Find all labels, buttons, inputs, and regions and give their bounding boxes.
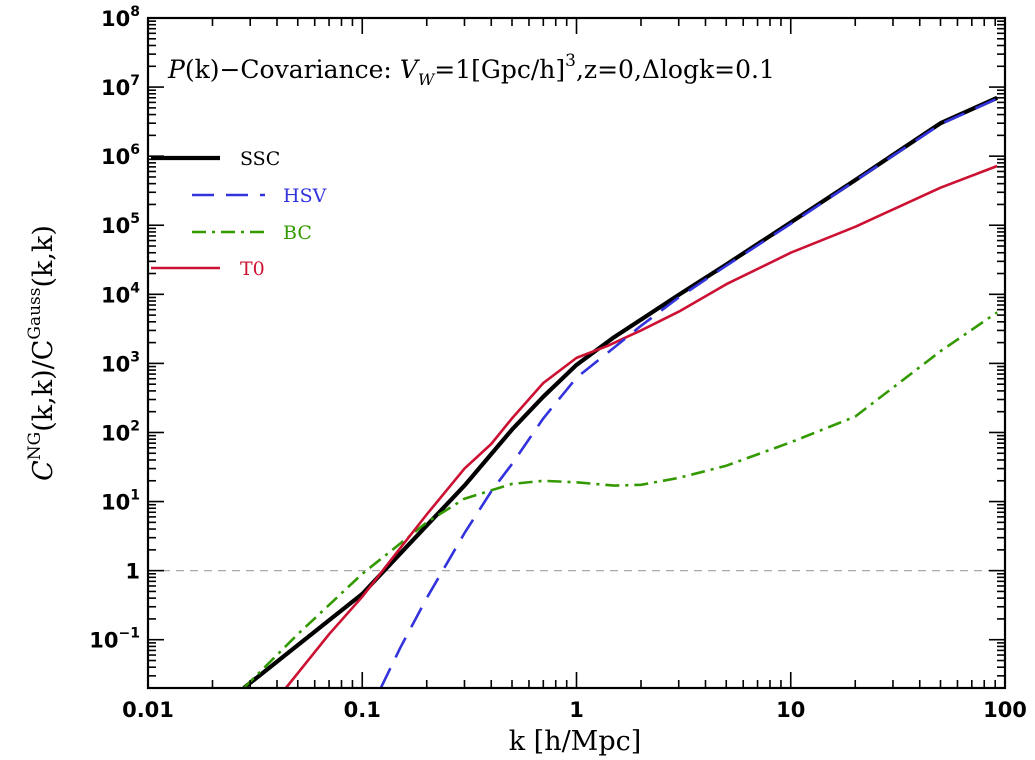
x-tick-label: 0.1 <box>344 698 381 722</box>
x-axis-label: k [h/Mpc] <box>509 726 642 757</box>
y-axis-label: CNG(k,k)/CGauss(k,k) <box>25 225 59 481</box>
series-line-hsv <box>379 97 998 688</box>
series-layer <box>242 95 999 688</box>
x-tick-label: 100 <box>983 698 1027 722</box>
title-vw-rest: =1[Gpc/h] <box>434 55 565 84</box>
title-main: (k)−Covariance: <box>185 55 400 84</box>
title-z-part: ,z=0,Δlogk=0.1 <box>576 55 775 84</box>
x-tick-label: 1 <box>569 698 584 722</box>
y-tick-label: 108 <box>101 4 140 31</box>
ylabel-sup2: Gauss <box>25 287 45 339</box>
y-tick-label: 103 <box>101 349 140 376</box>
ylabel-end: (k,k) <box>28 225 59 287</box>
x-tick-label: 10 <box>776 698 805 722</box>
title-pk: P <box>167 55 186 84</box>
y-tick-label: 10−1 <box>89 626 140 653</box>
series-line-t0 <box>284 164 998 688</box>
chart-title: P(k)−Covariance: VW=1[Gpc/h]3,z=0,Δlogk=… <box>167 51 775 89</box>
ylabel-mid: (k,k)/C <box>28 340 59 432</box>
legend-label-hsv: HSV <box>283 185 327 207</box>
y-tick-label: 107 <box>101 73 140 100</box>
legend-label-bc: BC <box>283 222 312 244</box>
legend-label-t0: T0 <box>240 258 265 280</box>
ylabel-c1: C <box>28 460 59 481</box>
y-tick-label: 101 <box>101 488 140 515</box>
y-tick-label: 102 <box>101 418 140 445</box>
y-tick-label: 1 <box>125 560 140 584</box>
plot-frame <box>146 16 1007 690</box>
tick-layer <box>147 18 1005 689</box>
title-vw-sub: W <box>418 70 436 89</box>
x-tick-label: 0.01 <box>122 698 174 722</box>
legend-label-ssc: SSC <box>240 148 280 170</box>
y-tick-label: 105 <box>101 211 140 238</box>
title-vw: V <box>400 55 421 84</box>
y-tick-label: 104 <box>101 280 140 307</box>
series-line-bc <box>242 311 998 688</box>
tick-label-layer: 0.01 0.1 1 10 100 10−1 1 101 102 103 104 105 106 107 1… <box>89 4 1027 722</box>
title-vw-exp: 3 <box>565 51 576 71</box>
ylabel-sup1: NG <box>25 432 45 460</box>
y-tick-label: 106 <box>101 142 140 169</box>
